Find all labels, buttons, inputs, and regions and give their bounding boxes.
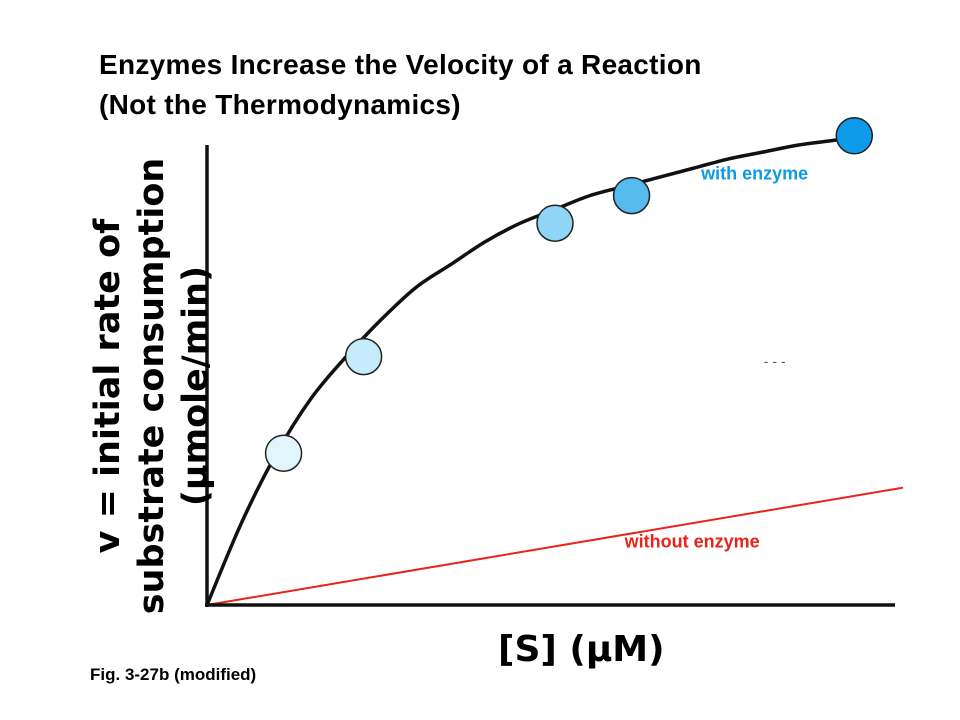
data-point-with-enzyme-3 xyxy=(536,204,574,242)
data-point-with-enzyme-1 xyxy=(264,434,303,472)
series-line-without-enzyme xyxy=(206,486,904,606)
slide-title: Enzymes Increase the Velocity of a React… xyxy=(99,45,919,125)
slide-title-line-2: (Not the Thermodynamics) xyxy=(99,89,461,120)
y-axis-label: v = initial rate of substrate consumptio… xyxy=(86,126,218,646)
series-label-with-enzyme: with enzyme xyxy=(700,164,808,184)
slide-title-line-1: Enzymes Increase the Velocity of a React… xyxy=(99,49,702,80)
x-axis-label: [S] (μM) xyxy=(498,629,665,670)
series-layer xyxy=(205,134,904,606)
data-point-with-enzyme-5 xyxy=(835,117,874,155)
series-line-with-enzyme xyxy=(205,134,862,606)
y-axis-label-line-3: (μmole/min) xyxy=(176,265,216,507)
marker-layer xyxy=(264,117,874,472)
y-axis-label-line-1: v = initial rate of xyxy=(88,218,128,554)
data-point-with-enzyme-4 xyxy=(612,176,651,215)
figure-caption: Fig. 3-27b (modified) xyxy=(90,665,257,684)
y-axis-label-line-2: substrate consumption xyxy=(132,157,172,615)
annotation-1: - - - xyxy=(764,353,786,369)
series-label-without-enzyme: without enzyme xyxy=(624,532,760,552)
data-point-with-enzyme-2 xyxy=(344,337,383,376)
label-layer: with enzyme without enzyme - - - xyxy=(624,164,809,552)
